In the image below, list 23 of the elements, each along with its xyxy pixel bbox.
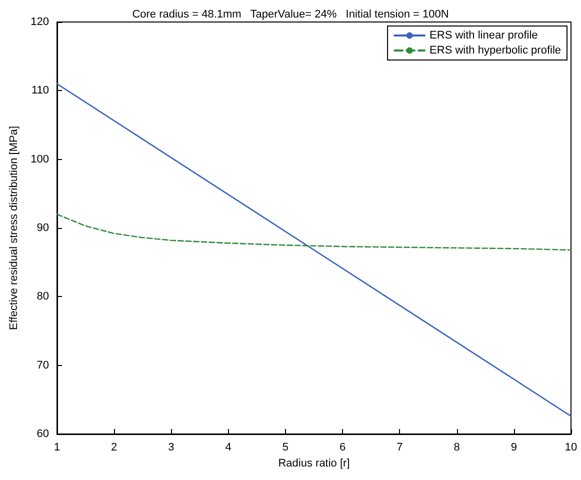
x-tick-label: 6: [339, 442, 346, 454]
x-tick-label: 4: [225, 442, 232, 454]
x-tick-label: 10: [564, 442, 578, 454]
y-tick-label: 100: [30, 153, 49, 166]
y-tick-label: 70: [36, 359, 49, 372]
y-tick-label: 90: [36, 222, 49, 234]
y-tick-label: 120: [30, 16, 49, 28]
chart-title: Core radius = 48.1mm TaperValue= 24% Initial tension = 100N: [132, 8, 449, 20]
y-tick-label: 60: [36, 428, 49, 440]
y-tick-label: 110: [31, 84, 49, 97]
legend-label: ERS with linear profile: [430, 30, 538, 42]
x-tick-label: 2: [111, 442, 118, 454]
x-tick-label: 3: [168, 442, 174, 454]
x-tick-label: 7: [396, 442, 403, 454]
x-tick-label: 9: [510, 442, 517, 454]
legend-label: ERS with hyperbolic profile: [430, 44, 562, 56]
x-tick-label: 1: [54, 442, 60, 454]
y-axis-title: Effective residual stress distribution [MPa]: [8, 126, 20, 330]
line-series: [56, 214, 572, 251]
y-tick-label: 80: [36, 290, 49, 303]
x-tick-label: 8: [454, 442, 460, 454]
x-axis-title: Radius ratio [r]: [278, 457, 350, 470]
x-tick-label: 5: [282, 442, 289, 454]
